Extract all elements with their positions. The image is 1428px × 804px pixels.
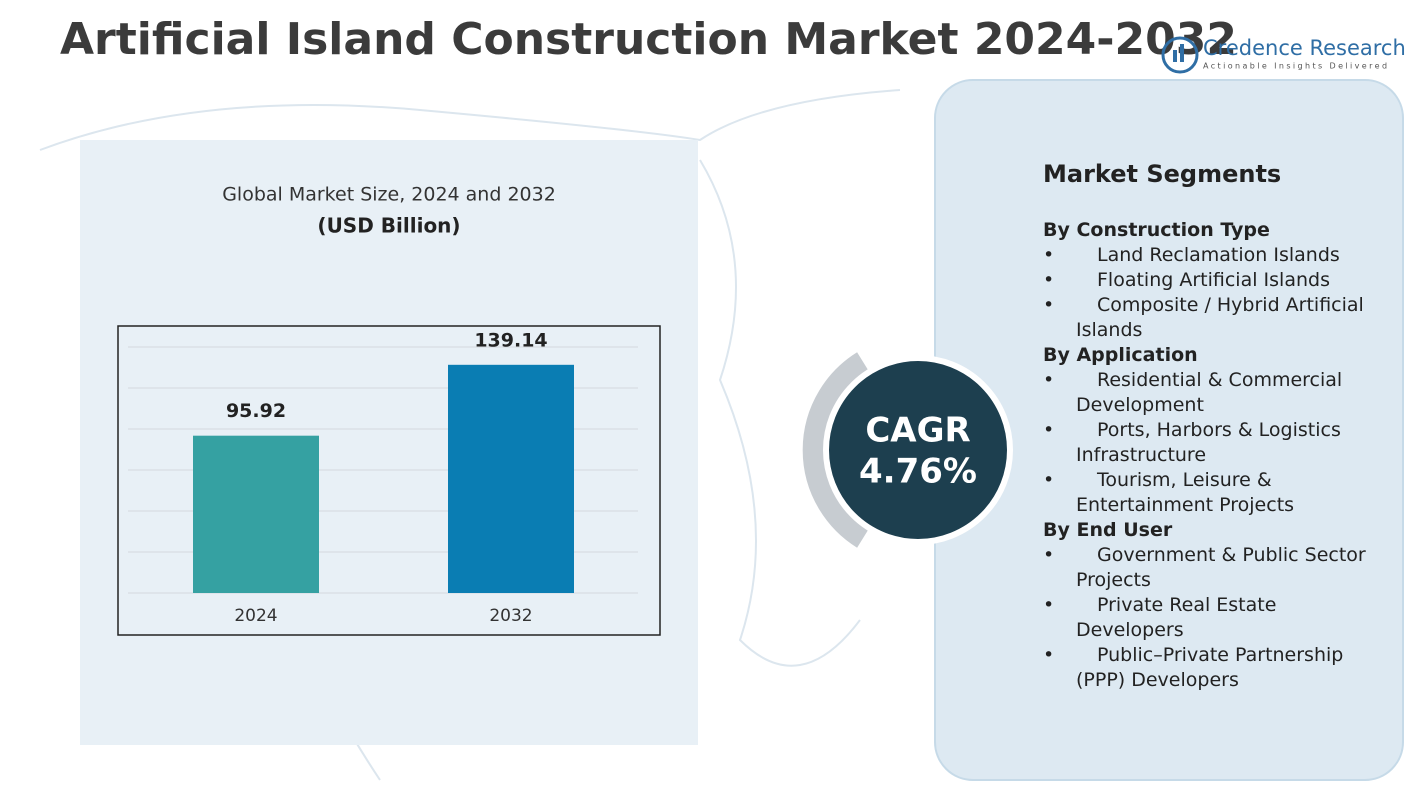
segment-item: Residential & Commercial Development: [1043, 368, 1388, 418]
segment-item: Ports, Harbors & Logistics Infrastructur…: [1043, 418, 1388, 468]
segment-item: Government & Public Sector Projects: [1043, 543, 1388, 593]
cagr-circle: [823, 355, 1013, 545]
segment-item: Floating Artificial Islands: [1043, 268, 1388, 293]
segment-item: Private Real Estate Developers: [1043, 593, 1388, 643]
segments: Market Segments By Construction TypeLand…: [1043, 160, 1388, 693]
cagr-ring: [802, 352, 874, 548]
value-label: 139.14: [474, 329, 547, 351]
logo-icon: [1180, 44, 1184, 62]
x-tick-label: 2024: [234, 606, 277, 626]
chart-panel: [80, 140, 698, 745]
brand: Credence Research: [1203, 36, 1406, 60]
segments-title: Market Segments: [1043, 160, 1282, 188]
segment-item: Land Reclamation Islands: [1043, 243, 1388, 268]
tagline: Actionable Insights Delivered: [1203, 62, 1389, 71]
bar: [448, 364, 574, 593]
logo-icon: [1161, 36, 1199, 74]
cagr-label: CAGR: [865, 411, 970, 451]
bar: [193, 435, 319, 593]
logo-icon: [1173, 50, 1177, 62]
segment-item: Tourism, Leisure & Entertainment Project…: [1043, 468, 1388, 518]
x-tick-label: 2032: [489, 606, 532, 626]
segment-item: Public–Private Partnership (PPP) Develop…: [1043, 643, 1388, 693]
segment-heading: By Application: [1043, 344, 1198, 366]
page-title: Artificial Island Construction Market 20…: [60, 14, 1237, 65]
logo: Credence Research Actionable Insights De…: [1161, 36, 1406, 74]
segment-heading: By End User: [1043, 519, 1173, 541]
chart-subtitle: (USD Billion): [317, 214, 460, 238]
segment-item: Composite / Hybrid Artificial Islands: [1043, 293, 1388, 343]
segment-heading: By Construction Type: [1043, 219, 1270, 241]
plot: 95.92 2024 139.14 2032: [128, 329, 638, 626]
chart-title: Global Market Size, 2024 and 2032: [222, 184, 556, 206]
cagr-value: 4.76%: [859, 452, 977, 492]
value-label: 95.92: [226, 400, 286, 422]
chart-frame: [117, 325, 661, 636]
